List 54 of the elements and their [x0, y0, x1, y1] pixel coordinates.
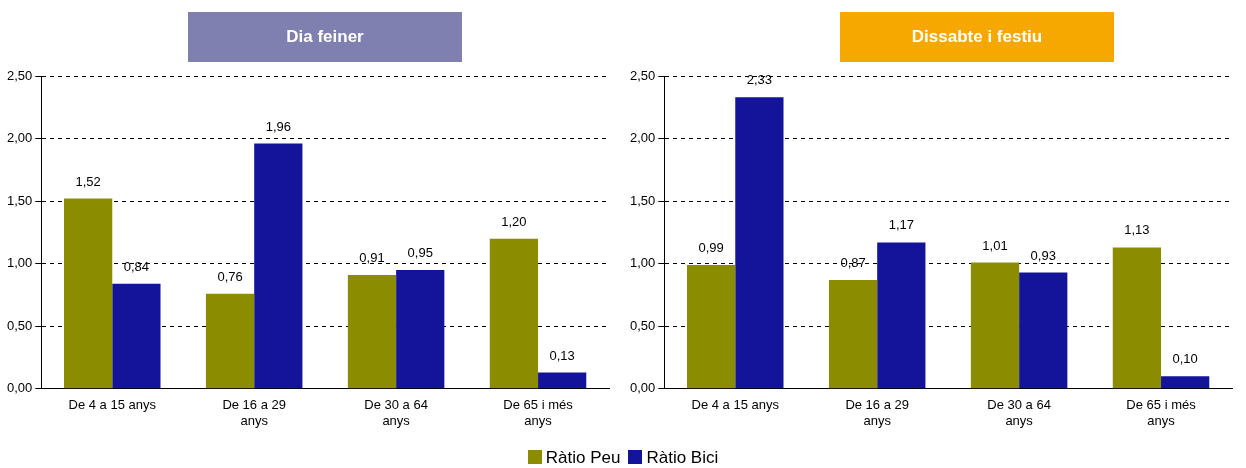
bar [112, 283, 161, 389]
bar [687, 264, 736, 389]
bar [396, 269, 445, 389]
bar [735, 97, 784, 389]
data-label: 1,96 [265, 118, 291, 134]
x-tick-label: De 4 a 15 anys [691, 397, 780, 413]
x-tick-label: De 16 a 29 anys [222, 397, 286, 428]
y-tick-label: 2,00 [629, 130, 656, 146]
data-label: 0,93 [1030, 247, 1056, 263]
bar [205, 293, 255, 389]
x-tick-label: De 30 a 64 anys [987, 397, 1051, 428]
bar [877, 242, 926, 389]
x-tick-label: De 4 a 15 anys [68, 397, 157, 413]
data-label: 0,10 [1172, 351, 1198, 367]
chart-title: Dissabte i festiu [840, 12, 1114, 62]
x-tick-label: De 65 i més anys [503, 397, 574, 428]
data-label: 0,91 [359, 250, 385, 266]
bar [347, 274, 397, 389]
y-tick-label: 2,00 [6, 130, 33, 146]
legend-label: Ràtio Bici [645, 448, 719, 468]
bar [1019, 272, 1068, 389]
y-tick-label: 1,00 [6, 255, 33, 271]
y-tick-label: 0,00 [629, 380, 656, 396]
y-tick-label: 2,50 [629, 67, 656, 83]
chart-title: Dia feiner [188, 12, 462, 62]
legend-label: Ràtio Peu [544, 448, 621, 468]
y-tick-label: 1,50 [6, 192, 33, 208]
data-label: 1,52 [75, 173, 101, 189]
data-label: 1,01 [982, 237, 1008, 253]
y-tick-label: 0,50 [6, 317, 33, 333]
bar [1161, 376, 1210, 389]
bar [970, 262, 1020, 389]
x-tick-label: De 65 i més anys [1126, 397, 1197, 428]
y-tick-label: 2,50 [6, 67, 33, 83]
bar [538, 372, 587, 389]
bar [1112, 247, 1162, 389]
bar [828, 279, 878, 389]
data-label: 0,87 [840, 255, 866, 271]
data-label: 1,13 [1124, 222, 1150, 238]
bar [64, 198, 113, 389]
y-tick-label: 0,00 [6, 380, 33, 396]
x-tick-label: De 30 a 64 anys [364, 397, 428, 428]
data-label: 0,99 [698, 240, 724, 256]
y-tick-label: 1,00 [629, 255, 656, 271]
data-label: 0,76 [217, 268, 243, 284]
bar [254, 143, 303, 389]
bar [489, 238, 539, 389]
y-tick-label: 1,50 [629, 192, 656, 208]
data-label: 0,13 [549, 347, 575, 363]
x-tick-label: De 16 a 29 anys [845, 397, 909, 428]
y-tick-label: 0,50 [629, 317, 656, 333]
data-label: 1,17 [888, 217, 914, 233]
data-label: 1,20 [501, 213, 527, 229]
data-label: 0,95 [407, 245, 433, 261]
